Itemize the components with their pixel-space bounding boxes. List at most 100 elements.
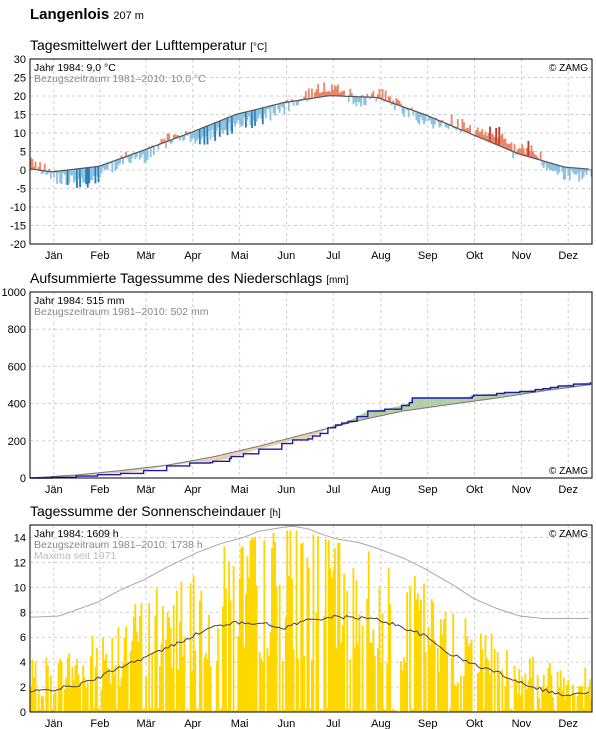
temperature-daily-bar xyxy=(427,115,430,121)
x-tick-label: Okt xyxy=(466,250,483,262)
sunshine-daily-bar xyxy=(432,602,435,712)
precipitation-difference-fill xyxy=(456,397,459,404)
sunshine-daily-bar xyxy=(88,710,91,712)
temperature-daily-bar xyxy=(248,111,250,117)
sunshine-daily-bar xyxy=(272,532,275,712)
sunshine-daily-bar xyxy=(446,651,448,712)
temperature-daily-bar xyxy=(509,143,511,150)
sunshine-daily-bar xyxy=(85,688,88,712)
sunshine-daily-bar xyxy=(244,593,247,712)
sunshine-daily-bar xyxy=(92,708,95,712)
sunshine-daily-bar xyxy=(235,710,238,712)
sunshine-daily-bar xyxy=(125,626,128,712)
sunshine-daily-bar xyxy=(275,587,278,712)
x-tick-label: Jun xyxy=(278,718,296,729)
precipitation-difference-fill xyxy=(278,440,281,445)
y-tick-label: 10 xyxy=(14,128,26,140)
sunshine-daily-bar xyxy=(484,634,487,712)
x-tick-label: Apr xyxy=(184,484,201,496)
sunshine-daily-bar xyxy=(105,653,108,712)
sunshine-daily-bar xyxy=(192,575,195,712)
temperature-daily-bar xyxy=(54,171,57,173)
temperature-daily-bar xyxy=(180,136,183,138)
sunshine-daily-bar xyxy=(386,663,389,712)
sunshine-daily-bar xyxy=(255,585,258,712)
temperature-daily-bar xyxy=(278,103,281,113)
sunshine-daily-bar xyxy=(490,633,493,712)
sunshine-daily-bar xyxy=(496,652,499,712)
y-tick-label: -20 xyxy=(10,239,26,251)
sunshine-daily-bar xyxy=(518,668,521,712)
temperature-daily-bar xyxy=(575,167,577,176)
sunshine-daily-bar xyxy=(240,547,243,712)
sunshine-daily-bar xyxy=(507,679,510,712)
x-tick-label: Feb xyxy=(90,718,109,729)
sunshine-daily-bar xyxy=(172,604,175,712)
temperature-daily-bar xyxy=(378,88,381,99)
temperature-daily-bar xyxy=(547,162,550,168)
temperature-daily-bar xyxy=(579,168,582,172)
precipitation-difference-fill xyxy=(369,410,371,419)
sunshine-daily-bar xyxy=(502,710,505,712)
precipitation-difference-fill xyxy=(148,467,150,470)
temperature-daily-bar xyxy=(115,160,118,169)
temperature-daily-bar xyxy=(393,103,396,111)
temperature-daily-bar xyxy=(329,91,332,96)
sunshine-daily-bar xyxy=(585,693,588,712)
sunshine-daily-bar xyxy=(300,543,303,712)
temperature-daily-bar xyxy=(114,160,117,171)
sunshine-daily-bar xyxy=(205,653,207,712)
sunshine-daily-bar xyxy=(550,675,553,712)
temperature-daily-bar xyxy=(252,110,255,121)
temperature-daily-bar xyxy=(429,116,432,121)
precipitation-difference-fill xyxy=(469,396,471,402)
sunshine-daily-bar xyxy=(568,695,571,712)
precipitation-difference-fill xyxy=(393,406,396,414)
temperature-daily-bar xyxy=(536,157,539,160)
sunshine-daily-bar xyxy=(157,708,160,712)
x-tick-label: Sep xyxy=(418,484,438,496)
temperature-unit: [°C] xyxy=(250,42,267,53)
sunshine-daily-bar xyxy=(223,546,226,712)
y-tick-label: 25 xyxy=(14,73,26,85)
sunshine-daily-bar xyxy=(573,694,576,712)
temperature-daily-bar xyxy=(350,93,353,97)
temperature-daily-bar xyxy=(489,126,491,142)
y-tick-label: 0 xyxy=(20,707,26,719)
sunshine-daily-bar xyxy=(390,710,393,712)
temperature-daily-bar xyxy=(481,129,484,139)
sunshine-daily-bar xyxy=(83,677,86,712)
sunshine-daily-bar xyxy=(439,618,442,712)
sunshine-daily-bar xyxy=(486,657,488,712)
precipitation-difference-fill xyxy=(295,436,298,440)
sunshine-daily-bar xyxy=(547,667,550,712)
sunshine-daily-bar xyxy=(117,627,120,712)
y-tick-label: 30 xyxy=(14,54,26,66)
sunshine-daily-bar xyxy=(229,600,232,712)
precipitation-difference-fill xyxy=(137,468,140,472)
temperature-daily-bar xyxy=(298,100,301,102)
x-tick-label: Jän xyxy=(45,718,63,729)
sunshine-daily-bar xyxy=(100,689,103,712)
temperature-daily-bar xyxy=(128,155,131,163)
sunshine-daily-bar xyxy=(317,536,319,712)
temperature-daily-bar xyxy=(148,146,151,149)
sunshine-daily-bar xyxy=(128,708,131,712)
precipitation-difference-fill xyxy=(143,467,146,471)
precipitation-difference-fill xyxy=(258,445,261,450)
temperature-daily-bar xyxy=(406,107,409,111)
temperature-daily-bar xyxy=(476,127,479,137)
precipitation-title-text: Aufsummierte Tagessumme des Niederschlag… xyxy=(30,270,323,286)
temperature-daily-bar xyxy=(535,155,538,159)
temperature-daily-bar xyxy=(231,116,233,134)
temperature-daily-bar xyxy=(37,166,40,170)
sunshine-daily-bar xyxy=(74,665,77,712)
precipitation-difference-fill xyxy=(128,469,130,473)
temperature-daily-bar xyxy=(576,168,579,174)
sunshine-daily-bar xyxy=(384,710,387,712)
temperature-daily-bar xyxy=(189,133,192,143)
x-tick-label: Feb xyxy=(90,250,109,262)
x-tick-label: Apr xyxy=(184,718,201,729)
sunshine-daily-bar xyxy=(321,710,324,712)
precipitation-difference-fill xyxy=(406,403,408,411)
